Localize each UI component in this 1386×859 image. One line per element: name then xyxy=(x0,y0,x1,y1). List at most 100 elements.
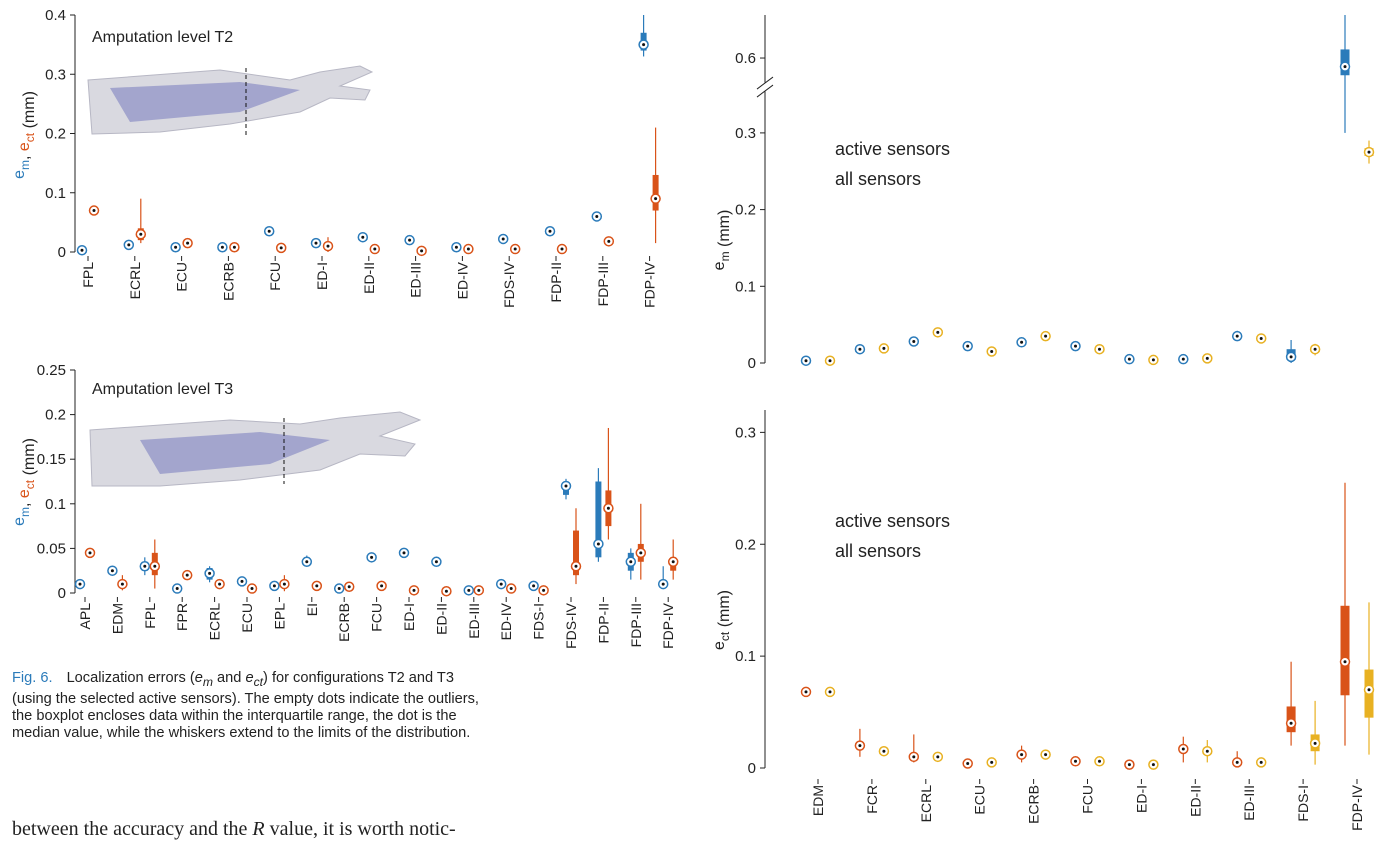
legend-entry: all sensors xyxy=(835,541,921,561)
median-dot xyxy=(1289,721,1293,725)
y-tick-label: 0 xyxy=(58,585,66,602)
median xyxy=(1178,353,1189,365)
y-label-part: e xyxy=(16,142,33,151)
median-dot xyxy=(1313,347,1317,351)
y-axis-label: em (mm) xyxy=(711,210,733,271)
x-tick-label: FDS-I xyxy=(531,603,547,640)
median-dot xyxy=(78,582,82,586)
median xyxy=(171,583,183,594)
x-tick-label: FDS-IV xyxy=(501,261,517,308)
median xyxy=(181,569,193,581)
median-dot xyxy=(990,349,994,353)
median-dot xyxy=(175,587,179,591)
median-dot xyxy=(513,247,517,251)
median-dot xyxy=(1343,660,1347,664)
median xyxy=(275,242,287,254)
box xyxy=(573,530,579,576)
median xyxy=(657,578,669,590)
caption-text: Localization errors ( xyxy=(66,670,195,686)
x-tick-label: FDP-III xyxy=(628,603,644,647)
median xyxy=(76,244,88,256)
median xyxy=(117,578,128,590)
median xyxy=(538,585,549,596)
median-dot xyxy=(1343,65,1347,69)
median-dot xyxy=(370,555,374,559)
median-dot xyxy=(347,585,351,589)
median xyxy=(1363,684,1375,695)
median xyxy=(1255,757,1267,768)
median-dot xyxy=(936,755,940,759)
median xyxy=(1309,738,1321,749)
x-tick-label: ED-II xyxy=(361,262,377,294)
median xyxy=(333,583,345,594)
median xyxy=(556,243,568,255)
median-dot xyxy=(606,506,610,510)
y-label-part: e xyxy=(11,170,28,179)
median xyxy=(311,580,323,592)
caption-line: (using the selected active sensors). The… xyxy=(12,690,479,707)
median-dot xyxy=(1235,334,1239,338)
y-tick-label: 0 xyxy=(748,760,756,777)
median xyxy=(263,226,275,237)
median-dot xyxy=(595,214,599,218)
median-dot xyxy=(501,237,505,241)
median xyxy=(1363,146,1375,158)
x-tick-label: FDS-IV xyxy=(563,602,579,649)
median xyxy=(1231,757,1243,768)
median-dot xyxy=(1181,357,1185,361)
median xyxy=(824,355,836,366)
median xyxy=(854,740,866,751)
median-dot xyxy=(509,587,513,591)
median xyxy=(74,578,86,590)
median-dot xyxy=(408,238,412,242)
x-tick-label: FDP-III xyxy=(595,262,611,306)
median xyxy=(908,751,920,763)
y-tick-label: 0.3 xyxy=(735,424,756,441)
x-tick-label: APL xyxy=(77,603,93,630)
median-dot xyxy=(1044,334,1048,338)
x-tick-label: FPL xyxy=(142,603,158,629)
y-label-part: (mm) xyxy=(716,590,733,632)
y-tick-label: 0 xyxy=(748,355,756,372)
caption-sub: ct xyxy=(253,674,264,689)
median-dot xyxy=(186,241,190,245)
y-label-sub: ct xyxy=(23,132,37,142)
median-dot xyxy=(828,359,832,363)
y-label-part: (mm) xyxy=(21,438,38,480)
y-label-sub: ct xyxy=(23,479,37,489)
median-dot xyxy=(326,244,330,248)
median xyxy=(1285,351,1297,363)
x-tick-label: FCU xyxy=(1080,785,1096,814)
median xyxy=(229,242,240,253)
median xyxy=(824,686,836,698)
median xyxy=(528,580,539,592)
median-dot xyxy=(912,340,916,344)
y-tick-label: 0.1 xyxy=(45,496,66,513)
x-tick-label: ECRL xyxy=(127,262,143,300)
x-tick-label: FDP-II xyxy=(548,262,564,302)
median-dot xyxy=(912,755,916,759)
median-dot xyxy=(361,235,365,239)
median xyxy=(544,226,556,237)
x-tick-label: ED-II xyxy=(1187,785,1203,817)
median xyxy=(236,576,248,587)
median xyxy=(1016,749,1027,760)
x-tick-label: EI xyxy=(304,603,320,616)
median xyxy=(495,578,507,590)
median xyxy=(1285,718,1297,729)
x-tick-label: ED-IV xyxy=(454,261,470,299)
x-tick-label: ED-II xyxy=(433,603,449,635)
legend-entry: active sensors xyxy=(835,511,950,531)
median-dot xyxy=(315,584,319,588)
median-dot xyxy=(804,690,808,694)
y-label-part: e xyxy=(711,261,728,270)
median xyxy=(1231,330,1243,342)
median xyxy=(1124,353,1135,365)
median-dot xyxy=(127,243,131,247)
y-tick-label: 0.3 xyxy=(45,66,66,83)
median-dot xyxy=(1205,356,1209,360)
median xyxy=(310,237,322,249)
caption-line: the boxplot encloses data within the int… xyxy=(12,707,457,724)
median xyxy=(1309,343,1321,355)
median xyxy=(603,236,615,247)
